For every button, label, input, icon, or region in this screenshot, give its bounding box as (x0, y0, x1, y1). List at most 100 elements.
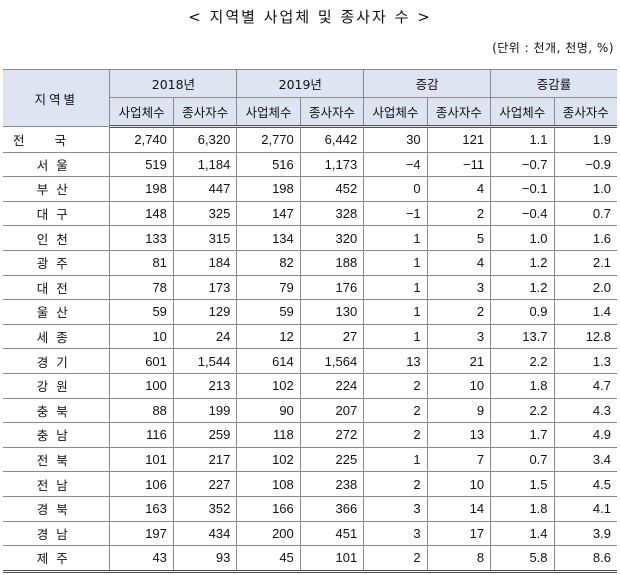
value-cell: 1.4 (490, 520, 555, 547)
value-cell: 601 (109, 348, 174, 374)
value-cell: 10 (426, 372, 492, 399)
header-sub: 종사자수 (553, 97, 617, 128)
value-cell: 134 (236, 225, 301, 251)
value-cell: 14 (426, 495, 492, 522)
value-cell: 2 (363, 545, 428, 573)
value-cell: 10 (426, 471, 492, 497)
value-cell: 133 (109, 225, 174, 251)
value-cell: 1.0 (553, 176, 617, 202)
value-cell: 1 (363, 299, 428, 325)
value-cell: 188 (299, 249, 365, 276)
value-cell: 82 (236, 249, 301, 276)
value-cell: 30 (363, 126, 428, 153)
value-cell: 225 (299, 446, 365, 473)
value-cell: 1.5 (490, 471, 555, 497)
value-cell: 3 (426, 323, 492, 350)
value-cell: 4.1 (553, 495, 617, 522)
value-cell: 2,740 (109, 126, 174, 153)
table-row: 전남 106 227 108 238 2 10 1.5 4.5 (3, 471, 617, 497)
value-cell: 0.7 (553, 200, 617, 227)
value-cell: 166 (236, 495, 301, 522)
value-cell: 7 (426, 446, 492, 473)
header-sub: 사업체수 (490, 97, 555, 128)
value-cell: 224 (299, 372, 365, 399)
value-cell: −0.1 (490, 176, 555, 202)
page-title: < 지역별 사업체 및 종사자 수 > (188, 8, 432, 26)
value-cell: 3.4 (553, 446, 617, 473)
value-cell: 9 (426, 397, 492, 424)
table-row: 경남 197 434 200 451 3 17 1.4 3.9 (3, 520, 617, 547)
value-cell: 1.9 (553, 126, 617, 153)
region-name: 울산 (3, 299, 111, 325)
region-name: 제주 (3, 545, 111, 573)
header-sub: 종사자수 (299, 97, 365, 128)
value-cell: 10 (109, 323, 174, 350)
region-name: 충남 (3, 422, 111, 448)
value-cell: 88 (109, 397, 174, 424)
value-cell: 3.9 (553, 520, 617, 547)
value-cell: 197 (109, 520, 174, 547)
value-cell: 106 (109, 471, 174, 497)
table-row: 강원 100 213 102 224 2 10 1.8 4.7 (3, 372, 617, 399)
region-name: 충북 (3, 397, 111, 424)
value-cell: 1.2 (490, 249, 555, 276)
value-cell: 1,173 (299, 151, 365, 178)
value-cell: 272 (299, 422, 365, 448)
value-cell: 59 (236, 299, 301, 325)
value-cell: 90 (236, 397, 301, 424)
value-cell: 17 (426, 520, 492, 547)
value-cell: 4 (426, 176, 492, 202)
value-cell: 4.9 (553, 422, 617, 448)
value-cell: 13.7 (490, 323, 555, 350)
region-name: 대구 (3, 200, 111, 227)
value-cell: 227 (172, 471, 238, 497)
value-cell: 2 (363, 397, 428, 424)
region-name: 경기 (3, 348, 111, 374)
value-cell: 1.3 (553, 348, 617, 374)
value-cell: 121 (426, 126, 492, 153)
value-cell: 1 (363, 249, 428, 276)
value-cell: 1 (363, 446, 428, 473)
value-cell: 198 (236, 176, 301, 202)
value-cell: 3 (363, 495, 428, 522)
value-cell: −0.9 (553, 151, 617, 178)
value-cell: 1 (363, 323, 428, 350)
region-name: 전남 (3, 471, 111, 497)
value-cell: 2.2 (490, 348, 555, 374)
value-cell: 2 (426, 200, 492, 227)
value-cell: 320 (299, 225, 365, 251)
value-cell: 78 (109, 274, 174, 301)
value-cell: 2,770 (236, 126, 301, 153)
value-cell: 116 (109, 422, 174, 448)
value-cell: 0 (363, 176, 428, 202)
table-row: 전국 2,740 6,320 2,770 6,442 30 121 1.1 1.9 (3, 126, 617, 153)
region-name: 부산 (3, 176, 111, 202)
region-name: 대전 (3, 274, 111, 301)
value-cell: 93 (172, 545, 238, 573)
value-cell: −1 (363, 200, 428, 227)
value-cell: 328 (299, 200, 365, 227)
table-row: 세종 10 24 12 27 1 3 13.7 12.8 (3, 323, 617, 350)
header-group-2019: 2019년 (236, 69, 365, 98)
value-cell: 1.8 (490, 372, 555, 399)
value-cell: 4 (426, 249, 492, 276)
value-cell: 173 (172, 274, 238, 301)
value-cell: 0.9 (490, 299, 555, 325)
value-cell: 238 (299, 471, 365, 497)
value-cell: 4.3 (553, 397, 617, 424)
value-cell: 12.8 (553, 323, 617, 350)
value-cell: 3 (363, 520, 428, 547)
table-row: 울산 59 129 59 130 1 2 0.9 1.4 (3, 299, 617, 325)
value-cell: 24 (172, 323, 238, 350)
value-cell: 3 (426, 274, 492, 301)
value-cell: 2.2 (490, 397, 555, 424)
value-cell: 199 (172, 397, 238, 424)
value-cell: 1.6 (553, 225, 617, 251)
header-region: 지역별 (3, 69, 111, 127)
value-cell: 43 (109, 545, 174, 573)
value-cell: 129 (172, 299, 238, 325)
table-row: 대전 78 173 79 176 1 3 1.2 2.0 (3, 274, 617, 301)
unit-note: (단위 : 천개, 천명, %) (492, 41, 614, 55)
value-cell: −0.7 (490, 151, 555, 178)
value-cell: 176 (299, 274, 365, 301)
